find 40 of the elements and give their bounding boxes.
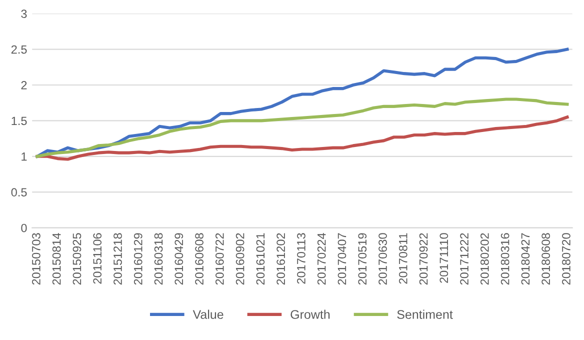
legend-label: Growth [290, 310, 330, 319]
x-tick-label: 20160722 [215, 233, 224, 285]
y-tick-label: 1.5 [12, 116, 27, 126]
x-tick-label: 20170811 [398, 233, 408, 284]
x-tick-label: 20150703 [32, 233, 40, 285]
x-tick-label: 20160429 [174, 233, 184, 285]
x-tick-label: 20171110 [440, 233, 448, 283]
line-series [36, 98, 569, 158]
x-tick-label: 20170407 [338, 233, 346, 285]
x-tick-label: 20180427 [521, 233, 530, 285]
x-tick-label: 20150814 [52, 233, 61, 285]
y-tick-label: 0.5 [11, 188, 27, 196]
x-tick-label: 20161202 [276, 233, 286, 285]
x-tick-label: 20180608 [542, 233, 550, 285]
legend-label: Value [192, 310, 224, 319]
x-tick-label: 20171222 [460, 233, 468, 285]
y-tick-label: 0 [21, 224, 27, 232]
x-tick-label: 20180720 [562, 233, 570, 285]
x-tick-label: 20151106 [93, 233, 102, 284]
x-tick-label: 20160608 [195, 233, 204, 285]
x-tick-label: 20170630 [378, 233, 387, 285]
y-tick-label: 1 [22, 152, 27, 161]
y-tick-label: 2.5 [11, 45, 27, 54]
x-tick-label: 20160902 [236, 233, 244, 285]
x-tick-label: 20160318 [154, 233, 163, 285]
x-tick-label: 20161021 [256, 233, 265, 285]
x-tick-label: 20170922 [419, 233, 428, 285]
x-tick-label: 20160129 [134, 233, 142, 285]
x-tick-label: 20170113 [297, 233, 306, 284]
x-tick-label: 20170224 [317, 233, 326, 285]
line-series [36, 116, 569, 161]
x-tick-label: 20180202 [480, 233, 489, 285]
x-tick-label: 20180316 [500, 233, 510, 285]
y-tick-label: 2 [21, 81, 27, 90]
x-tick-label: 20170519 [358, 233, 367, 285]
line-series [36, 48, 569, 158]
x-tick-label: 20150925 [72, 233, 82, 285]
x-tick-label: 20151218 [114, 233, 122, 285]
legend-label: Sentiment [397, 310, 453, 319]
y-tick-label: 3 [21, 10, 27, 18]
